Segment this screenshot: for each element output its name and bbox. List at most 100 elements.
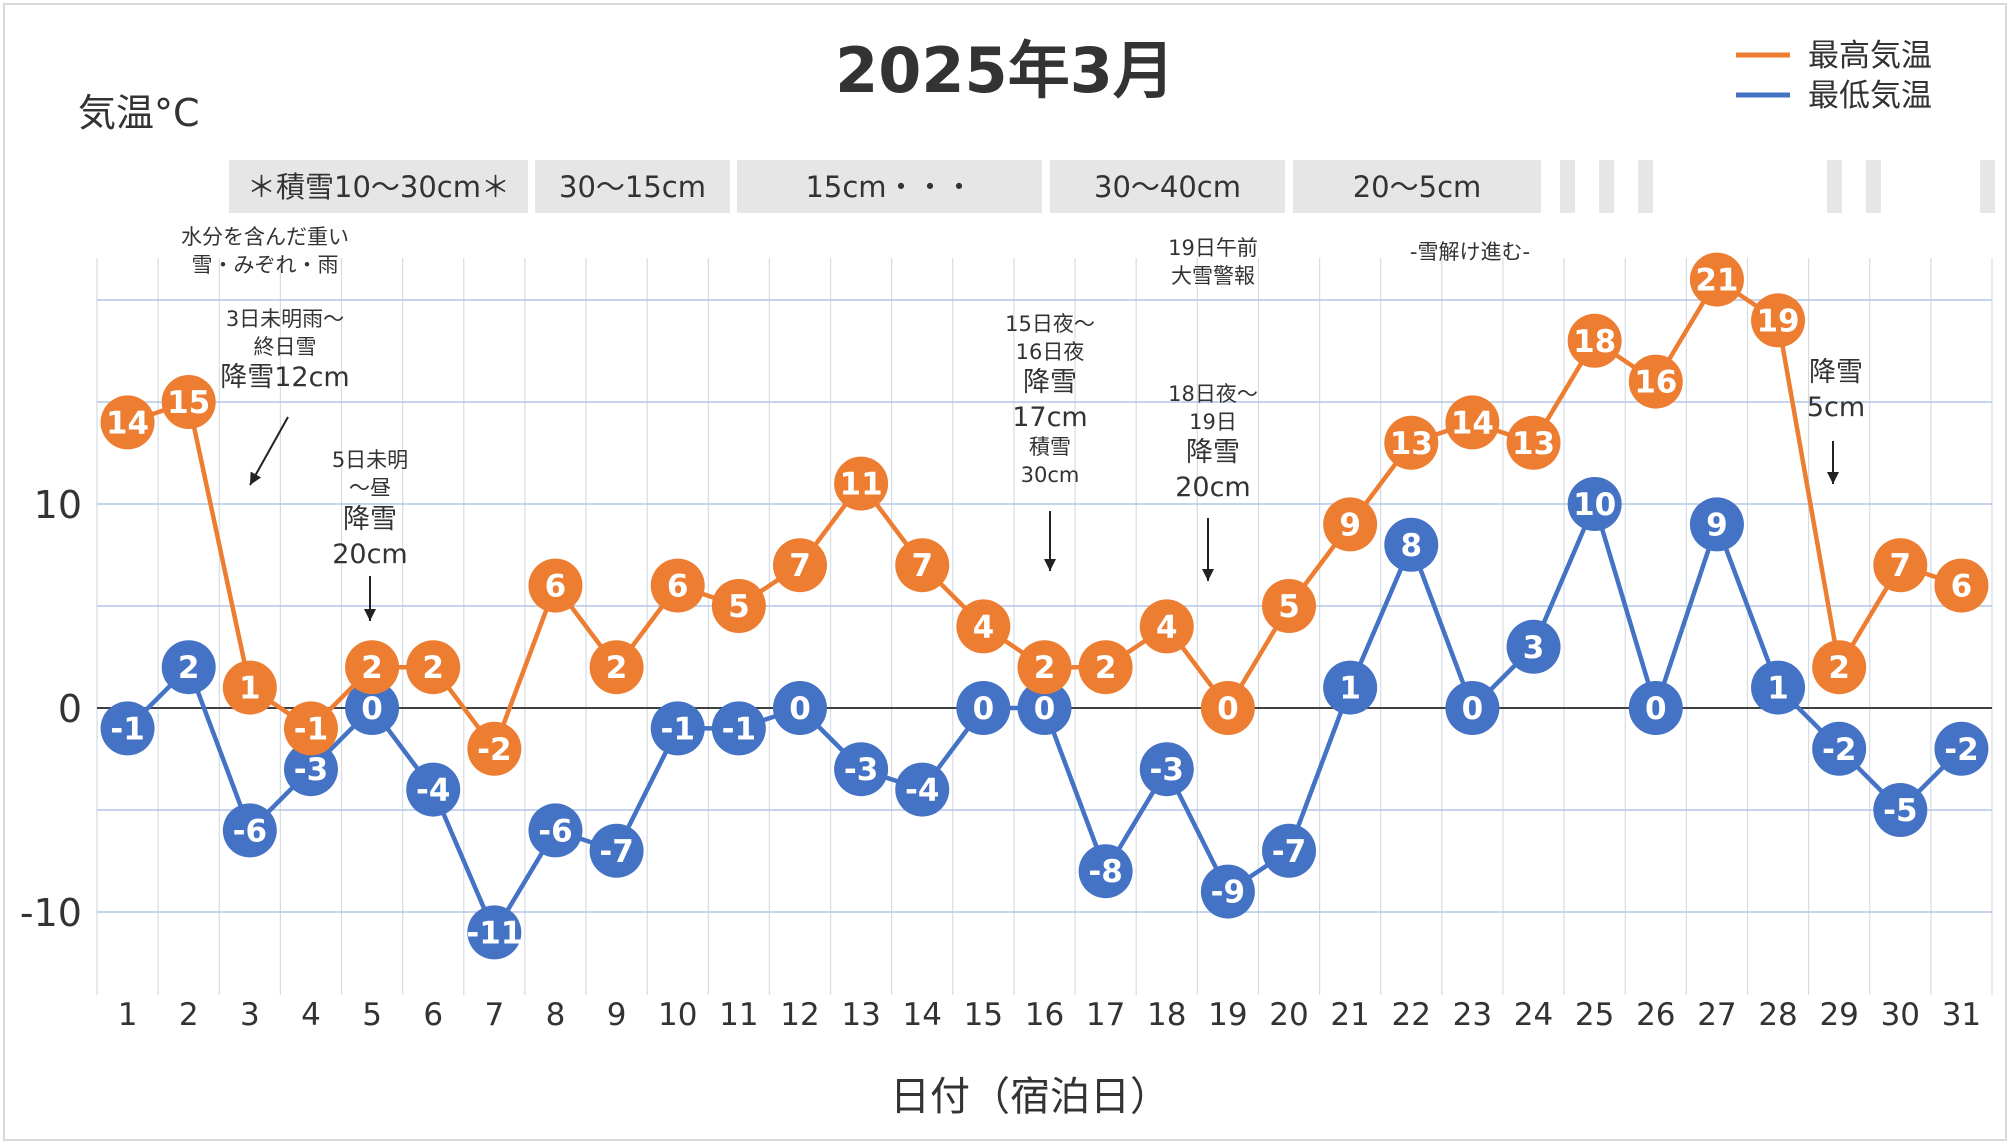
annotation-text: -雪解け進む- — [1410, 240, 1530, 264]
data-label: 1 — [1767, 671, 1789, 707]
annotation-text: 降雪12cm — [220, 362, 350, 393]
data-point — [772, 538, 827, 593]
annotation-text: 降雪 — [1023, 367, 1077, 398]
snow-band-label: 30～15cm — [559, 170, 706, 204]
data-label: 0 — [1462, 691, 1484, 727]
data-label: -3 — [844, 752, 878, 788]
snow-band-marker — [1560, 160, 1575, 213]
x-tick-label: 2 — [179, 997, 199, 1033]
data-point — [283, 742, 338, 797]
data-label: 6 — [1951, 569, 1973, 605]
data-label: -3 — [1150, 752, 1184, 788]
data-label: 6 — [667, 569, 689, 605]
x-axis-title: 日付（宿泊日） — [890, 1074, 1170, 1120]
data-label: 8 — [1400, 528, 1422, 564]
snow-band-label: 15cm・・・ — [805, 170, 973, 204]
x-tick-label: 28 — [1758, 997, 1797, 1033]
data-point — [1323, 660, 1378, 715]
data-point — [711, 701, 766, 756]
annotation-arrow — [249, 416, 289, 486]
snow-depth-bands: ＊積雪10～30cm＊ 30～15cm 15cm・・・ 30～40cm 20～5cm — [229, 160, 1995, 213]
data-label: 15 — [167, 385, 210, 421]
data-point — [1934, 558, 1989, 613]
data-point — [1017, 640, 1072, 695]
data-label: 0 — [1645, 691, 1667, 727]
data-point — [834, 456, 889, 511]
data-label: -4 — [905, 773, 939, 809]
annotation-text: 大雪警報 — [1171, 264, 1255, 288]
annotation-text: 終日雪 — [254, 335, 317, 359]
data-label: -5 — [1883, 793, 1917, 829]
y-axis-title: 気温°C — [78, 91, 200, 135]
x-tick-label: 23 — [1453, 997, 1492, 1033]
data-point — [1262, 579, 1317, 633]
data-label: 5 — [728, 589, 750, 625]
x-tick-label: 18 — [1147, 997, 1186, 1033]
x-tick-label: 13 — [841, 997, 880, 1033]
data-label: 1 — [239, 671, 261, 707]
x-tick-label: 14 — [903, 997, 942, 1033]
data-point — [100, 395, 155, 450]
annotation-arrowhead — [1202, 569, 1214, 581]
annotation-arrowhead — [1044, 559, 1056, 571]
data-label: 9 — [1706, 507, 1728, 543]
data-label: 19 — [1756, 303, 1799, 339]
data-label: 0 — [361, 691, 383, 727]
data-point — [528, 803, 583, 858]
data-point — [1506, 619, 1561, 674]
legend-label: 最低気温 — [1808, 78, 1932, 114]
data-point — [956, 599, 1011, 654]
snow-band-marker — [1638, 160, 1653, 213]
data-label: 11 — [840, 467, 883, 503]
data-label: 21 — [1695, 263, 1738, 299]
data-point — [834, 742, 889, 797]
data-label: -1 — [110, 711, 144, 747]
snow-band-marker — [1866, 160, 1881, 213]
data-point — [528, 558, 583, 613]
data-point — [1751, 293, 1806, 348]
snow-band-label: ＊積雪10～30cm＊ — [247, 170, 510, 204]
data-label: -11 — [466, 915, 522, 951]
data-point — [650, 701, 705, 756]
data-label: 13 — [1390, 426, 1433, 462]
annotation-text: 5日未明 — [332, 448, 408, 472]
data-point — [895, 538, 950, 593]
data-label: 7 — [911, 548, 933, 584]
data-label: 0 — [1217, 691, 1239, 727]
annotation-text: 19日 — [1189, 410, 1237, 434]
data-label: 10 — [1573, 487, 1616, 523]
series-low: -12-6-30-4-11-6-7-1 -10-3-40 0-8-3-9-71803… — [100, 477, 1989, 960]
snow-band — [535, 160, 730, 213]
data-label: -2 — [1822, 732, 1856, 768]
data-label: 13 — [1512, 426, 1555, 462]
data-point — [1139, 599, 1194, 654]
data-label: 4 — [1156, 609, 1178, 645]
data-label: 4 — [973, 609, 995, 645]
data-point — [1384, 517, 1439, 572]
x-tick-label: 31 — [1942, 997, 1981, 1033]
x-tick-label: 7 — [484, 997, 504, 1033]
x-tick-label: 25 — [1575, 997, 1614, 1033]
annotation-text: 降雪 — [1186, 437, 1240, 468]
data-label: -7 — [599, 834, 633, 870]
data-point — [772, 681, 827, 735]
data-label: -7 — [1272, 834, 1306, 870]
snow-band-label: 30～40cm — [1094, 170, 1241, 204]
data-point — [222, 660, 277, 715]
annotation-text: 18日夜～ — [1168, 382, 1258, 406]
snow-band-marker — [1599, 160, 1614, 213]
data-point — [589, 823, 644, 878]
data-label: -6 — [538, 813, 572, 849]
data-label: 14 — [1451, 405, 1494, 441]
snow-band — [1293, 160, 1541, 213]
x-tick-label: 22 — [1392, 997, 1431, 1033]
data-label: -8 — [1088, 854, 1122, 890]
annotation-arrowhead — [364, 609, 376, 621]
data-point — [1323, 497, 1378, 552]
data-point — [1078, 844, 1133, 899]
data-point — [1262, 823, 1317, 878]
data-point — [895, 762, 950, 817]
x-tick-label: 17 — [1086, 997, 1125, 1033]
annotation-text: 雪・みぞれ・雨 — [192, 253, 339, 277]
